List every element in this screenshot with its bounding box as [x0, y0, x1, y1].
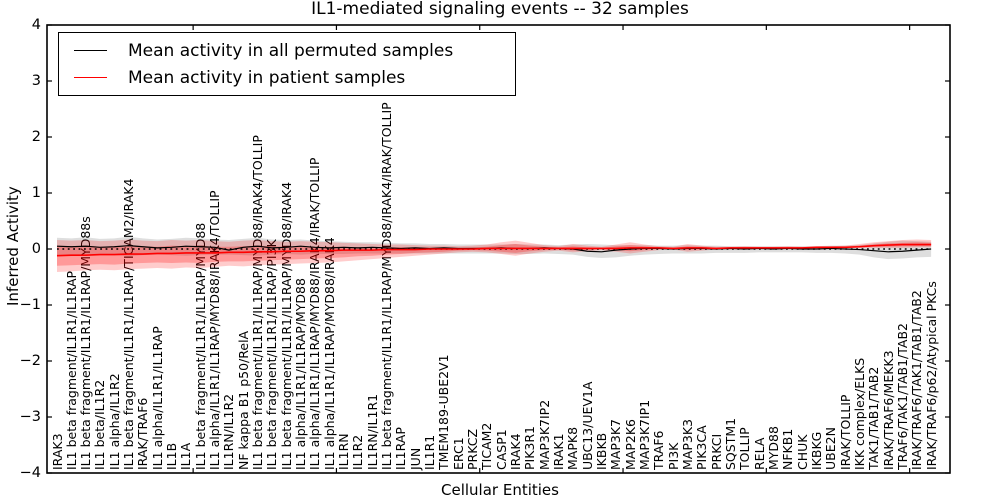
x-tick-label: IL1 alpha/IL1R2 [106, 373, 122, 470]
legend-entry-permuted: Mean activity in all permuted samples [59, 37, 515, 64]
x-tick-label: IL1 beta fragment/IL1R1/IL1RAP/MYD88/IRA… [250, 135, 266, 470]
x-tick-label: IL1 beta fragment/IL1R1/IL1RAP/PI3K [264, 239, 280, 470]
x-tick-label: IRAK1 [551, 433, 567, 470]
x-tick-label: PI3K [665, 442, 681, 470]
x-tick-label: IL1 beta fragment/IL1R1/IL1RAP/MYD88/IRA… [278, 181, 294, 470]
x-tick-label: IRAK/TRAF6/MEKK3 [880, 350, 896, 470]
x-tick-label: CASP1 [493, 429, 509, 470]
x-tick-label: IRAK3 [49, 433, 65, 470]
x-tick-label: PIK3R1 [522, 425, 538, 470]
chart-title: IL1-mediated signaling events -- 32 samp… [311, 0, 689, 19]
y-axis-label: Inferred Activity [4, 186, 22, 306]
y-tick-label: −4 [19, 465, 41, 481]
x-tick-label: MAPK8 [565, 426, 581, 470]
y-tick-label: 1 [31, 185, 41, 201]
x-tick-label: TRAF6 [651, 430, 667, 470]
x-tick-label: TMEM189-UBE2V1 [436, 354, 452, 470]
y-tick-label: 4 [31, 17, 41, 33]
y-tick-label: 2 [31, 129, 41, 145]
red-line-sample-icon [74, 77, 107, 78]
x-tick-label: SQSTM1 [723, 417, 738, 470]
x-tick-label: RELA [751, 437, 767, 470]
legend: Mean activity in all permuted samples Me… [58, 32, 516, 96]
x-tick-label: IRAK/TRAF6/p62/Atypical PKCs [923, 281, 939, 470]
black-line-sample-icon [74, 50, 107, 51]
x-axis-label: Cellular Entities [441, 481, 559, 499]
x-tick-label: IL1R2 [350, 434, 366, 470]
x-tick-label: MYD88 [766, 426, 781, 470]
x-tick-label: MAP3K7IP2 [536, 399, 552, 470]
y-tick-label: 3 [31, 73, 41, 89]
x-tick-label: IL1 beta fragment/IL1R1/IL1RAP [63, 270, 79, 470]
x-tick-label: IL1 beta fragment/IL1R1/IL1RAP/MYD88s [78, 216, 94, 470]
x-tick-label: PRKCI [708, 433, 724, 470]
x-tick-label: IL1 beta fragment/IL1R1/IL1RAP/MYD88/IRA… [379, 102, 395, 470]
x-tick-label: MAP3K7 [608, 419, 624, 470]
x-tick-label: UBC13/UEV1A [579, 381, 595, 470]
x-tick-label: IL1B [164, 442, 180, 470]
x-tick-label: IL1 beta fragment/IL1R1/IL1RAP/MYD88 [192, 222, 208, 470]
x-tick-label: IL1RN/IL1R2 [221, 393, 237, 470]
x-tick-label: MAP2K6 [622, 419, 638, 470]
x-tick-label: IL1RN [336, 433, 352, 470]
patient-band-inner [57, 242, 932, 266]
x-tick-label: IRAK4 [508, 433, 524, 470]
x-tick-label: IL1A [178, 442, 194, 470]
x-tick-label: IL1 beta/IL1R2 [92, 379, 108, 470]
x-tick-label: IKBKB [594, 432, 610, 470]
legend-entry-patient: Mean activity in patient samples [59, 64, 515, 91]
patient-mean-line [56, 243, 932, 257]
x-tick-label: IL1RAP [393, 427, 409, 470]
x-tick-label: TICAM2 [479, 422, 495, 470]
x-tick-label: NFKB1 [780, 428, 796, 470]
x-tick-label: JUN [407, 447, 423, 470]
x-tick-label: MAP3K3 [680, 419, 696, 470]
x-tick-label: IKBKG [808, 431, 824, 470]
x-tick-label: IRAK/TRAF6 [135, 397, 151, 470]
x-tick-label: IRAK/TOLLIP [837, 394, 853, 470]
y-tick-label: 0 [31, 241, 41, 257]
permuted-mean-line [56, 245, 932, 253]
legend-label: Mean activity in all permuted samples [128, 40, 454, 61]
y-tick-label: −2 [19, 353, 41, 369]
x-tick-label: IL1 alpha/IL1R1/IL1RAP/MYD88 [293, 278, 309, 470]
x-tick-label: IL1 alpha/IL1R1/IL1RAP [149, 326, 165, 470]
x-tick-label: IL1RN/IL1R1 [364, 393, 380, 470]
patient-band-outer [57, 239, 932, 272]
y-tick-label: −1 [19, 297, 41, 313]
x-tick-label: MAP3K7IP1 [637, 399, 653, 470]
x-tick-label: IL1 alpha/IL1R1/IL1RAP/MYD88/IRAK4 [321, 237, 337, 470]
x-tick-label: IL1 alpha/IL1R1/IL1RAP/MYD88/IRAK4/TOLLI… [207, 190, 223, 470]
x-tick-label: IL1 alpha/IL1R1/IL1RAP/MYD88/IRAK4/IRAK/… [307, 157, 323, 470]
permuted-std-band [57, 236, 932, 260]
x-tick-label: ERC1 [450, 437, 466, 470]
x-tick-label: PIK3CA [694, 425, 710, 470]
y-tick-label: −3 [19, 409, 41, 425]
x-tick-label: NF kappa B1 p50/RelA [235, 330, 251, 470]
x-tick-label: IL1 beta fragment/IL1R1/IL1RAP/TICAM2/IR… [121, 178, 137, 470]
legend-label: Mean activity in patient samples [128, 67, 406, 88]
x-tick-label: TRAF6/TAK1/TAB1/TAB2 [894, 323, 910, 470]
x-tick-label: IL1R1 [422, 434, 438, 470]
x-tick-label: IRAK/TRAF6/TAK1/TAB1/TAB2 [909, 290, 925, 470]
x-tick-label: CHUK [794, 434, 810, 470]
x-tick-label: PRKCZ [465, 428, 481, 470]
x-tick-label: TAK1/TAB1/TAB2 [866, 366, 882, 470]
x-tick-label: UBE2N [823, 427, 839, 470]
x-tick-label: IKK complex/ELKS [851, 357, 867, 470]
x-tick-label: TOLLIP [737, 427, 753, 470]
